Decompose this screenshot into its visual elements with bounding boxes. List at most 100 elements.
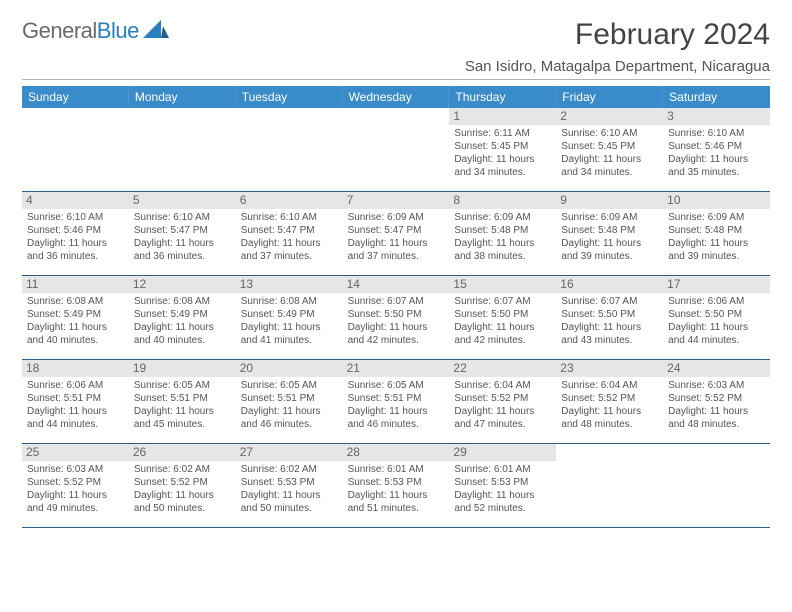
sunset-line: Sunset: 5:50 PM bbox=[454, 309, 551, 322]
sunrise-line: Sunrise: 6:09 AM bbox=[668, 212, 765, 225]
day-number: 24 bbox=[663, 360, 770, 377]
calendar-cell: 7Sunrise: 6:09 AMSunset: 5:47 PMDaylight… bbox=[343, 192, 450, 276]
calendar-cell: 2Sunrise: 6:10 AMSunset: 5:45 PMDaylight… bbox=[556, 108, 663, 192]
daylight-line: Daylight: 11 hours and 45 minutes. bbox=[134, 406, 231, 432]
sunrise-line: Sunrise: 6:07 AM bbox=[348, 296, 445, 309]
day-number: 28 bbox=[343, 444, 450, 461]
calendar-cell: 25Sunrise: 6:03 AMSunset: 5:52 PMDayligh… bbox=[22, 444, 129, 528]
daylight-line: Daylight: 11 hours and 48 minutes. bbox=[668, 406, 765, 432]
sunrise-line: Sunrise: 6:10 AM bbox=[27, 212, 124, 225]
sunrise-line: Sunrise: 6:10 AM bbox=[668, 128, 765, 141]
day-number: 6 bbox=[236, 192, 343, 209]
calendar-page: GeneralBlue February 2024 San Isidro, Ma… bbox=[0, 0, 792, 546]
calendar-cell-empty bbox=[343, 108, 450, 192]
sunrise-line: Sunrise: 6:10 AM bbox=[134, 212, 231, 225]
calendar-cell-empty bbox=[236, 108, 343, 192]
sunset-line: Sunset: 5:51 PM bbox=[241, 393, 338, 406]
sunrise-line: Sunrise: 6:10 AM bbox=[241, 212, 338, 225]
day-number: 21 bbox=[343, 360, 450, 377]
day-number: 7 bbox=[343, 192, 450, 209]
sunrise-line: Sunrise: 6:02 AM bbox=[241, 464, 338, 477]
day-number: 23 bbox=[556, 360, 663, 377]
day-number: 27 bbox=[236, 444, 343, 461]
calendar-cell: 18Sunrise: 6:06 AMSunset: 5:51 PMDayligh… bbox=[22, 360, 129, 444]
calendar-cell: 8Sunrise: 6:09 AMSunset: 5:48 PMDaylight… bbox=[449, 192, 556, 276]
sunset-line: Sunset: 5:50 PM bbox=[668, 309, 765, 322]
calendar-body: 1Sunrise: 6:11 AMSunset: 5:45 PMDaylight… bbox=[22, 108, 770, 528]
daylight-line: Daylight: 11 hours and 52 minutes. bbox=[454, 490, 551, 516]
calendar-cell: 22Sunrise: 6:04 AMSunset: 5:52 PMDayligh… bbox=[449, 360, 556, 444]
daylight-line: Daylight: 11 hours and 40 minutes. bbox=[27, 322, 124, 348]
calendar-cell-empty bbox=[556, 444, 663, 528]
day-header: Tuesday bbox=[236, 86, 343, 108]
day-number: 11 bbox=[22, 276, 129, 293]
calendar-cell: 24Sunrise: 6:03 AMSunset: 5:52 PMDayligh… bbox=[663, 360, 770, 444]
day-number: 13 bbox=[236, 276, 343, 293]
calendar-cell: 16Sunrise: 6:07 AMSunset: 5:50 PMDayligh… bbox=[556, 276, 663, 360]
sunset-line: Sunset: 5:47 PM bbox=[241, 225, 338, 238]
calendar-cell-empty bbox=[663, 444, 770, 528]
calendar-cell: 27Sunrise: 6:02 AMSunset: 5:53 PMDayligh… bbox=[236, 444, 343, 528]
day-number: 14 bbox=[343, 276, 450, 293]
sunrise-line: Sunrise: 6:05 AM bbox=[348, 380, 445, 393]
daylight-line: Daylight: 11 hours and 42 minutes. bbox=[348, 322, 445, 348]
calendar-cell: 10Sunrise: 6:09 AMSunset: 5:48 PMDayligh… bbox=[663, 192, 770, 276]
logo-text-blue: Blue bbox=[97, 18, 139, 44]
title-block: February 2024 bbox=[575, 18, 770, 52]
daylight-line: Daylight: 11 hours and 37 minutes. bbox=[241, 238, 338, 264]
logo: GeneralBlue bbox=[22, 18, 169, 44]
day-number: 25 bbox=[22, 444, 129, 461]
day-number: 9 bbox=[556, 192, 663, 209]
day-header: Monday bbox=[129, 86, 236, 108]
sunrise-line: Sunrise: 6:05 AM bbox=[134, 380, 231, 393]
daylight-line: Daylight: 11 hours and 40 minutes. bbox=[134, 322, 231, 348]
logo-mark-icon bbox=[143, 18, 169, 44]
sunset-line: Sunset: 5:52 PM bbox=[668, 393, 765, 406]
daylight-line: Daylight: 11 hours and 34 minutes. bbox=[561, 154, 658, 180]
sunrise-line: Sunrise: 6:09 AM bbox=[454, 212, 551, 225]
calendar-cell: 28Sunrise: 6:01 AMSunset: 5:53 PMDayligh… bbox=[343, 444, 450, 528]
sunrise-line: Sunrise: 6:07 AM bbox=[561, 296, 658, 309]
sunset-line: Sunset: 5:52 PM bbox=[561, 393, 658, 406]
calendar-cell: 9Sunrise: 6:09 AMSunset: 5:48 PMDaylight… bbox=[556, 192, 663, 276]
sunset-line: Sunset: 5:51 PM bbox=[348, 393, 445, 406]
daylight-line: Daylight: 11 hours and 49 minutes. bbox=[27, 490, 124, 516]
sunset-line: Sunset: 5:48 PM bbox=[561, 225, 658, 238]
sunrise-line: Sunrise: 6:09 AM bbox=[561, 212, 658, 225]
day-number: 22 bbox=[449, 360, 556, 377]
sunset-line: Sunset: 5:49 PM bbox=[134, 309, 231, 322]
sunrise-line: Sunrise: 6:02 AM bbox=[134, 464, 231, 477]
day-header: Saturday bbox=[663, 86, 770, 108]
calendar-cell: 19Sunrise: 6:05 AMSunset: 5:51 PMDayligh… bbox=[129, 360, 236, 444]
day-header: Friday bbox=[556, 86, 663, 108]
sunrise-line: Sunrise: 6:09 AM bbox=[348, 212, 445, 225]
day-number: 20 bbox=[236, 360, 343, 377]
calendar-cell: 23Sunrise: 6:04 AMSunset: 5:52 PMDayligh… bbox=[556, 360, 663, 444]
calendar-cell: 17Sunrise: 6:06 AMSunset: 5:50 PMDayligh… bbox=[663, 276, 770, 360]
daylight-line: Daylight: 11 hours and 36 minutes. bbox=[27, 238, 124, 264]
calendar-cell-empty bbox=[22, 108, 129, 192]
day-header: Thursday bbox=[449, 86, 556, 108]
calendar-cell: 13Sunrise: 6:08 AMSunset: 5:49 PMDayligh… bbox=[236, 276, 343, 360]
daylight-line: Daylight: 11 hours and 41 minutes. bbox=[241, 322, 338, 348]
sunset-line: Sunset: 5:46 PM bbox=[27, 225, 124, 238]
sunrise-line: Sunrise: 6:10 AM bbox=[561, 128, 658, 141]
day-number: 29 bbox=[449, 444, 556, 461]
sunset-line: Sunset: 5:50 PM bbox=[561, 309, 658, 322]
calendar-cell: 21Sunrise: 6:05 AMSunset: 5:51 PMDayligh… bbox=[343, 360, 450, 444]
day-number: 10 bbox=[663, 192, 770, 209]
day-number: 1 bbox=[449, 108, 556, 125]
sunrise-line: Sunrise: 6:07 AM bbox=[454, 296, 551, 309]
sunset-line: Sunset: 5:49 PM bbox=[241, 309, 338, 322]
calendar-cell: 11Sunrise: 6:08 AMSunset: 5:49 PMDayligh… bbox=[22, 276, 129, 360]
location-label: San Isidro, Matagalpa Department, Nicara… bbox=[22, 58, 770, 80]
calendar-cell: 14Sunrise: 6:07 AMSunset: 5:50 PMDayligh… bbox=[343, 276, 450, 360]
sunset-line: Sunset: 5:53 PM bbox=[348, 477, 445, 490]
day-number: 12 bbox=[129, 276, 236, 293]
sunset-line: Sunset: 5:45 PM bbox=[454, 141, 551, 154]
sunset-line: Sunset: 5:51 PM bbox=[134, 393, 231, 406]
calendar-cell: 4Sunrise: 6:10 AMSunset: 5:46 PMDaylight… bbox=[22, 192, 129, 276]
day-number: 26 bbox=[129, 444, 236, 461]
sunrise-line: Sunrise: 6:08 AM bbox=[134, 296, 231, 309]
sunrise-line: Sunrise: 6:06 AM bbox=[27, 380, 124, 393]
